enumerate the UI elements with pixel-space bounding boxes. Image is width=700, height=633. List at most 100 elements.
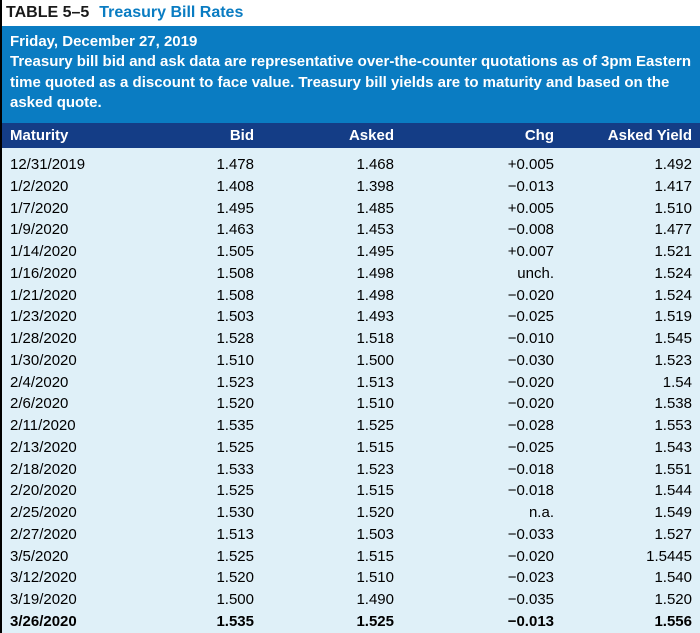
col-header-maturity: Maturity — [2, 123, 132, 148]
cell-yield: 1.545 — [562, 328, 700, 350]
info-description: Treasury bill bid and ask data are repre… — [10, 52, 692, 113]
cell-yield: 1.553 — [562, 415, 700, 437]
cell-maturity: 2/20/2020 — [2, 480, 132, 502]
cell-asked: 1.485 — [262, 198, 402, 220]
table-row: 2/6/20201.5201.510−0.0201.538 — [2, 393, 700, 415]
cell-chg: unch. — [402, 263, 562, 285]
cell-asked: 1.498 — [262, 285, 402, 307]
cell-asked: 1.495 — [262, 241, 402, 263]
cell-chg: −0.008 — [402, 219, 562, 241]
cell-maturity: 1/23/2020 — [2, 306, 132, 328]
cell-asked: 1.525 — [262, 415, 402, 437]
cell-maturity: 1/2/2020 — [2, 176, 132, 198]
cell-yield: 1.54 — [562, 372, 700, 394]
table-row: 1/23/20201.5031.493−0.0251.519 — [2, 306, 700, 328]
cell-chg: −0.013 — [402, 176, 562, 198]
cell-bid: 1.530 — [132, 502, 262, 524]
cell-bid: 1.535 — [132, 415, 262, 437]
cell-asked: 1.510 — [262, 393, 402, 415]
table-title-row: TABLE 5–5 Treasury Bill Rates — [2, 0, 700, 26]
cell-yield: 1.5445 — [562, 546, 700, 568]
cell-bid: 1.408 — [132, 176, 262, 198]
table-row: 1/14/20201.5051.495+0.0071.521 — [2, 241, 700, 263]
cell-asked: 1.513 — [262, 372, 402, 394]
cell-maturity: 12/31/2019 — [2, 154, 132, 176]
cell-maturity: 1/16/2020 — [2, 263, 132, 285]
table-row: 2/11/20201.5351.525−0.0281.553 — [2, 415, 700, 437]
cell-asked: 1.493 — [262, 306, 402, 328]
cell-maturity: 2/25/2020 — [2, 502, 132, 524]
cell-maturity: 3/12/2020 — [2, 567, 132, 589]
cell-bid: 1.463 — [132, 219, 262, 241]
table-row: 3/12/20201.5201.510−0.0231.540 — [2, 567, 700, 589]
cell-chg: −0.018 — [402, 459, 562, 481]
cell-yield: 1.556 — [562, 611, 700, 633]
cell-yield: 1.524 — [562, 285, 700, 307]
cell-yield: 1.527 — [562, 524, 700, 546]
cell-yield: 1.510 — [562, 198, 700, 220]
cell-asked: 1.523 — [262, 459, 402, 481]
cell-bid: 1.525 — [132, 480, 262, 502]
cell-yield: 1.521 — [562, 241, 700, 263]
cell-chg: +0.005 — [402, 154, 562, 176]
cell-chg: −0.030 — [402, 350, 562, 372]
cell-maturity: 1/21/2020 — [2, 285, 132, 307]
table-row: 2/27/20201.5131.503−0.0331.527 — [2, 524, 700, 546]
cell-yield: 1.417 — [562, 176, 700, 198]
cell-bid: 1.508 — [132, 285, 262, 307]
cell-maturity: 2/6/2020 — [2, 393, 132, 415]
col-header-yield: Asked Yield — [562, 123, 700, 148]
cell-asked: 1.520 — [262, 502, 402, 524]
table-row: 2/18/20201.5331.523−0.0181.551 — [2, 459, 700, 481]
cell-asked: 1.515 — [262, 480, 402, 502]
cell-chg: −0.020 — [402, 393, 562, 415]
table-row: 3/26/20201.5351.525−0.0131.556 — [2, 611, 700, 633]
table-row: 1/21/20201.5081.498−0.0201.524 — [2, 285, 700, 307]
cell-bid: 1.525 — [132, 546, 262, 568]
table-row: 2/20/20201.5251.515−0.0181.544 — [2, 480, 700, 502]
col-header-bid: Bid — [132, 123, 262, 148]
cell-bid: 1.500 — [132, 589, 262, 611]
cell-bid: 1.510 — [132, 350, 262, 372]
cell-yield: 1.519 — [562, 306, 700, 328]
cell-maturity: 1/30/2020 — [2, 350, 132, 372]
cell-bid: 1.503 — [132, 306, 262, 328]
cell-chg: +0.007 — [402, 241, 562, 263]
cell-asked: 1.500 — [262, 350, 402, 372]
table-row: 2/4/20201.5231.513−0.0201.54 — [2, 372, 700, 394]
cell-chg: −0.020 — [402, 285, 562, 307]
cell-bid: 1.520 — [132, 393, 262, 415]
table-row: 1/7/20201.4951.485+0.0051.510 — [2, 198, 700, 220]
cell-bid: 1.495 — [132, 198, 262, 220]
cell-bid: 1.535 — [132, 611, 262, 633]
cell-asked: 1.468 — [262, 154, 402, 176]
cell-maturity: 1/9/2020 — [2, 219, 132, 241]
cell-bid: 1.508 — [132, 263, 262, 285]
table-number: TABLE 5–5 — [6, 4, 89, 22]
cell-bid: 1.478 — [132, 154, 262, 176]
col-header-chg: Chg — [402, 123, 562, 148]
cell-asked: 1.453 — [262, 219, 402, 241]
cell-chg: −0.013 — [402, 611, 562, 633]
cell-chg: −0.018 — [402, 480, 562, 502]
cell-maturity: 2/4/2020 — [2, 372, 132, 394]
cell-asked: 1.398 — [262, 176, 402, 198]
cell-bid: 1.523 — [132, 372, 262, 394]
cell-chg: −0.020 — [402, 372, 562, 394]
cell-asked: 1.510 — [262, 567, 402, 589]
cell-yield: 1.492 — [562, 154, 700, 176]
cell-chg: −0.025 — [402, 437, 562, 459]
cell-asked: 1.498 — [262, 263, 402, 285]
cell-maturity: 2/18/2020 — [2, 459, 132, 481]
table-row: 2/13/20201.5251.515−0.0251.543 — [2, 437, 700, 459]
cell-yield: 1.523 — [562, 350, 700, 372]
cell-chg: n.a. — [402, 502, 562, 524]
cell-asked: 1.525 — [262, 611, 402, 633]
cell-chg: −0.025 — [402, 306, 562, 328]
cell-asked: 1.515 — [262, 546, 402, 568]
cell-chg: −0.020 — [402, 546, 562, 568]
table-row: 12/31/20191.4781.468+0.0051.492 — [2, 154, 700, 176]
table-row: 1/2/20201.4081.398−0.0131.417 — [2, 176, 700, 198]
cell-yield: 1.549 — [562, 502, 700, 524]
cell-yield: 1.520 — [562, 589, 700, 611]
